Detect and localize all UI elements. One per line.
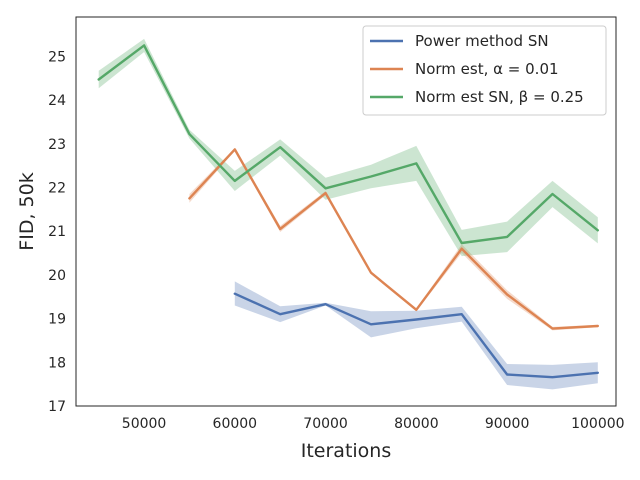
- confidence-band-0: [234, 281, 598, 390]
- y-tick-label: 23: [48, 137, 66, 153]
- plot-frame: [75, 16, 617, 407]
- y-tick-label: 21: [48, 224, 66, 240]
- series-line-1: [188, 148, 599, 330]
- confidence-band-1: [189, 148, 598, 331]
- confidence-bands: [98, 38, 598, 390]
- x-tick-label: 50000: [122, 416, 167, 432]
- x-tick-label: 80000: [394, 416, 439, 432]
- series-line-0: [233, 292, 599, 379]
- y-tick-label: 19: [48, 312, 66, 328]
- y-tick-label: 25: [48, 49, 66, 65]
- legend-label: Norm est SN, β = 0.25: [415, 88, 584, 106]
- y-tick-label: 20: [48, 268, 66, 284]
- legend-label: Power method SN: [415, 32, 549, 50]
- y-axis-ticks: 17 18 19 20 21 22 23 24 25: [48, 49, 66, 415]
- legend-box: [362, 25, 607, 116]
- y-tick-label: 22: [48, 180, 66, 196]
- y-tick-label: 24: [48, 93, 66, 109]
- y-tick-label: 18: [48, 355, 66, 371]
- y-tick-label: 17: [48, 399, 66, 415]
- series-line-2: [97, 44, 599, 245]
- x-tick-label: 100000: [571, 416, 624, 432]
- x-axis-ticks: 50000 60000 70000 80000 90000 100000: [122, 416, 625, 432]
- y-axis-label: FID, 50k: [16, 172, 38, 250]
- confidence-band-2: [98, 38, 598, 257]
- x-tick-label: 70000: [303, 416, 348, 432]
- legend: Power method SN Norm est, α = 0.01 Norm es…: [362, 25, 607, 116]
- x-tick-label: 90000: [485, 416, 530, 432]
- series-lines: [97, 44, 599, 379]
- legend-label: Norm est, α = 0.01: [415, 60, 559, 78]
- x-axis-label: Iterations: [301, 440, 392, 462]
- x-tick-label: 60000: [213, 416, 258, 432]
